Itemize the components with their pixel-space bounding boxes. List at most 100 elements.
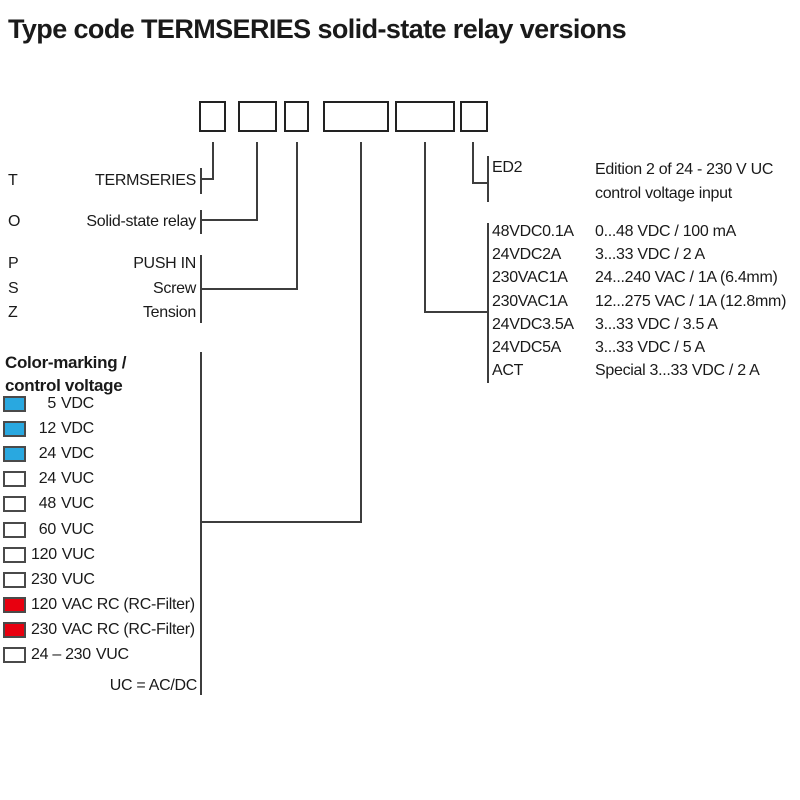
legend-row: 230 VUC <box>3 567 195 592</box>
connector-line <box>212 142 214 180</box>
type-letter: Z <box>8 304 18 321</box>
color-marking-heading-line2: control voltage <box>5 376 123 395</box>
rating-code: 24VDC5A <box>492 339 562 357</box>
branch-tick-line <box>200 255 202 323</box>
rating-row: 24VDC3.5A 3...33 VDC / 3.5 A <box>492 313 786 336</box>
type-letter-label: Screw <box>153 280 196 297</box>
legend-voltage-value: 12 <box>38 419 57 437</box>
legend-row: 24 – 230 VUC <box>3 643 195 668</box>
type-letter-row: S Screw <box>8 281 196 297</box>
branch-tick-line <box>200 352 202 695</box>
legend-row: 60 VUC <box>3 517 195 542</box>
legend-voltage-value: 230 <box>31 570 57 588</box>
branch-tick-line <box>487 156 489 202</box>
legend-voltage-unit: VAC RC (RC-Filter) <box>61 621 195 639</box>
type-code-box-6 <box>460 101 488 132</box>
rating-row: 24VDC2A 3...33 VDC / 2 A <box>492 243 786 266</box>
connector-line <box>200 178 214 180</box>
type-letter-row: Z Tension <box>8 305 196 321</box>
legend-voltage-unit: VUC <box>61 470 94 488</box>
type-letter: S <box>8 280 19 297</box>
type-code-box-5 <box>395 101 455 132</box>
rating-row: 24VDC5A 3...33 VDC / 5 A <box>492 336 786 359</box>
connector-line <box>200 288 298 290</box>
legend-voltage-unit: VUC <box>61 545 95 563</box>
legend-voltage-value: 230 <box>31 621 57 639</box>
type-letter: P <box>8 255 19 272</box>
connector-line <box>200 219 258 221</box>
color-swatch <box>3 521 26 538</box>
legend-voltage-value: 24 <box>38 444 57 462</box>
legend-voltage-unit: VUC <box>61 495 94 513</box>
legend-voltage-value: 60 <box>38 520 57 538</box>
type-letter-label: Solid-state relay <box>86 213 196 230</box>
connector-line <box>360 142 362 523</box>
rating-description: 24...240 VAC / 1A (6.4mm) <box>595 269 778 287</box>
rating-row: 230VAC1A 24...240 VAC / 1A (6.4mm) <box>492 267 786 290</box>
edition-description-line2: control voltage input <box>595 185 732 202</box>
legend-voltage-unit: VAC RC (RC-Filter) <box>61 596 195 614</box>
legend-voltage-unit: VUC <box>61 570 95 588</box>
legend-row: 48 VUC <box>3 492 195 517</box>
rating-code: 48VDC0.1A <box>492 222 574 240</box>
legend-voltage-value: 24 <box>38 470 57 488</box>
branch-tick-line <box>200 210 202 234</box>
color-marking-heading: Color-marking / control voltage <box>5 351 126 397</box>
legend-row: 120 VAC RC (RC-Filter) <box>3 593 195 618</box>
legend-row: 24 VDC <box>3 441 195 466</box>
type-code-box-3 <box>284 101 309 132</box>
legend-voltage-value: 120 <box>31 545 57 563</box>
connector-line <box>472 182 489 184</box>
rating-description: Special 3...33 VDC / 2 A <box>595 362 760 380</box>
type-letter: O <box>8 213 21 230</box>
color-swatch <box>3 395 26 412</box>
rating-row: ACT Special 3...33 VDC / 2 A <box>492 360 786 383</box>
color-swatch <box>3 420 26 437</box>
color-swatch <box>3 471 26 488</box>
uc-definition-note: UC = AC/DC <box>109 677 198 694</box>
type-letter-label: Tension <box>142 304 196 321</box>
legend-voltage-unit: VDC <box>61 419 94 437</box>
edition-description: Edition 2 of 24 - 230 V UC control volta… <box>595 158 773 206</box>
color-swatch <box>3 622 26 639</box>
connector-line <box>424 311 489 313</box>
type-letter-row: O Solid-state relay <box>8 214 196 230</box>
color-swatch <box>3 445 26 462</box>
edition-description-line1: Edition 2 of 24 - 230 V UC <box>595 161 774 178</box>
color-swatch <box>3 571 26 588</box>
rating-row: 230VAC1A 12...275 VAC / 1A (12.8mm) <box>492 290 786 313</box>
rating-code: ACT <box>492 362 524 380</box>
legend-row: 24 VUC <box>3 467 195 492</box>
rating-description: 0...48 VDC / 100 mA <box>595 222 737 240</box>
legend-row: 230 VAC RC (RC-Filter) <box>3 618 195 643</box>
rating-code: 24VDC3.5A <box>492 315 574 333</box>
type-letter-label: PUSH IN <box>133 255 196 272</box>
legend-voltage-unit: VDC <box>61 444 94 462</box>
color-swatch <box>3 597 26 614</box>
legend-row: 12 VDC <box>3 416 195 441</box>
connector-line <box>296 142 298 290</box>
color-swatch <box>3 546 26 563</box>
page-title: Type code TERMSERIES solid-state relay v… <box>8 14 627 44</box>
rating-description: 3...33 VDC / 2 A <box>595 245 705 263</box>
rating-code: 230VAC1A <box>492 269 568 287</box>
type-letter-label: TERMSERIES <box>94 172 196 189</box>
type-letter: T <box>8 172 18 189</box>
rating-code: 230VAC1A <box>492 292 568 310</box>
legend-voltage-unit: VDC <box>61 394 94 412</box>
rating-code-list: 48VDC0.1A 0...48 VDC / 100 mA 24VDC2A 3.… <box>492 220 786 383</box>
color-swatch <box>3 647 26 664</box>
color-marking-heading-line1: Color-marking / <box>5 353 127 372</box>
legend-voltage-unit: VUC <box>61 520 94 538</box>
branch-tick-line <box>487 223 489 383</box>
legend-voltage-value: 5 <box>47 394 56 412</box>
connector-line <box>424 142 426 313</box>
legend-row: 120 VUC <box>3 542 195 567</box>
color-swatch <box>3 496 26 513</box>
type-code-box-1 <box>199 101 226 132</box>
legend-row: 5 VDC <box>3 391 195 416</box>
type-code-box-2 <box>238 101 277 132</box>
legend-voltage-value: 120 <box>31 596 57 614</box>
legend-voltage-value: 48 <box>38 495 57 513</box>
rating-description: 3...33 VDC / 5 A <box>595 339 705 357</box>
